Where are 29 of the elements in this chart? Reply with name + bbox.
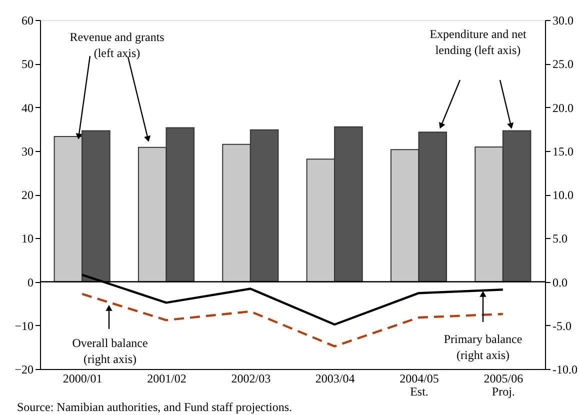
y2-tick-label: 0.0 xyxy=(552,275,568,290)
y-tick-label: 40 xyxy=(22,100,34,115)
x-tick-label: 2004/05 Est. xyxy=(400,372,439,398)
y-tick-label: 10 xyxy=(22,232,34,246)
y2-tick-label: 20.0 xyxy=(552,100,574,115)
x-tick-label: 2002/03 xyxy=(231,372,271,386)
y-tick-label: −20 xyxy=(14,362,34,376)
y-tick-label: 60 xyxy=(22,14,34,28)
annotation: Revenue and grants (left axis) xyxy=(70,30,165,60)
y-tick-label: 0 xyxy=(28,275,34,290)
y2-tick-label: 15.0 xyxy=(552,144,574,158)
x-tick-label: 2005/06 Proj. xyxy=(484,372,524,398)
y2-tick-label: 5.0 xyxy=(552,232,568,246)
annotation: Overall balance (right axis) xyxy=(72,336,148,366)
y-tick-label: 30 xyxy=(22,144,34,158)
y2-tick-label: 10.0 xyxy=(552,188,574,202)
y2-tick-label: 25.0 xyxy=(552,57,574,72)
annotation: Expenditure and net lending (left axis) xyxy=(430,27,527,57)
x-tick-label: 2003/04 xyxy=(315,372,355,386)
annotation: Primary balance (right axis) xyxy=(444,332,522,362)
y2-tick-label: -10.0 xyxy=(552,362,578,376)
y-tick-label: 20 xyxy=(22,188,34,202)
y-tick-label: −10 xyxy=(14,318,34,333)
y2-tick-label: 30.0 xyxy=(552,14,574,28)
y-tick-label: 50 xyxy=(22,57,34,72)
source-note: Source: Namibian authorities, and Fund staff projections. xyxy=(17,400,292,414)
x-tick-label: 2000/01 xyxy=(62,372,102,386)
y2-tick-label: -5.0 xyxy=(552,318,572,333)
x-tick-label: 2001/02 xyxy=(147,372,186,386)
